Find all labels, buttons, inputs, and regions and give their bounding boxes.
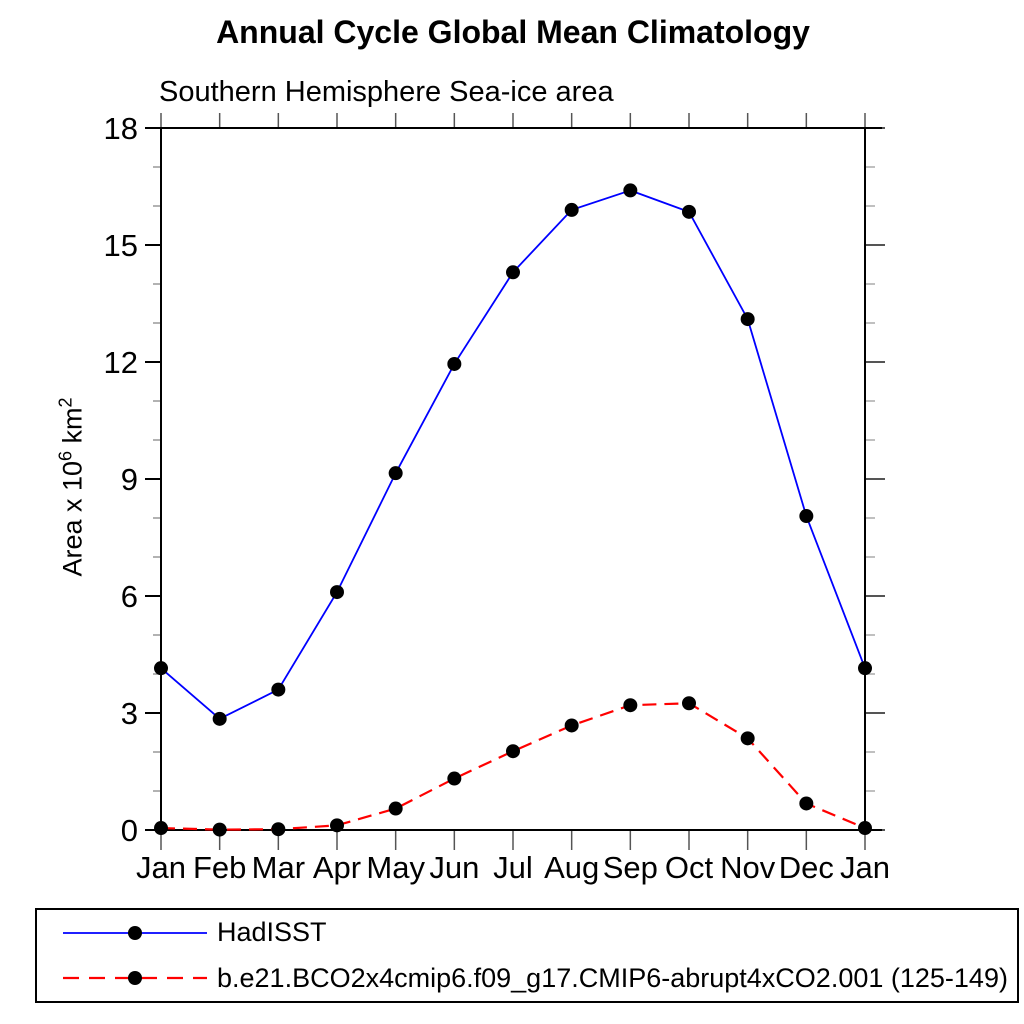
legend-sample-marker	[128, 971, 142, 986]
data-point-marker	[623, 698, 638, 713]
data-point-marker	[271, 822, 286, 837]
data-point-marker	[740, 731, 755, 746]
x-tick-label: Mar	[252, 850, 305, 885]
y-tick-label: 18	[104, 111, 138, 146]
data-point-marker	[740, 312, 755, 327]
data-point-marker	[330, 585, 344, 600]
data-point-marker	[623, 183, 638, 198]
series-line-model-run	[160, 702, 866, 831]
data-point-marker	[330, 818, 344, 833]
x-tick-label: Jun	[429, 850, 479, 885]
legend-line-sample-hadisst	[63, 925, 207, 940]
legend-label-hadisst: HadISST	[217, 917, 327, 948]
legend-item-model-run: b.e21.BCO2x4cmip6.f09_g17.CMIP6-abrupt4x…	[37, 956, 1017, 1002]
x-tick-label: Apr	[313, 850, 361, 885]
legend-item-hadisst: HadISST	[37, 910, 1017, 956]
data-point-marker	[682, 696, 696, 711]
legend-line-sample-model-run	[63, 971, 207, 986]
x-tick-label: Jan	[840, 850, 890, 885]
legend-label-model-run: b.e21.BCO2x4cmip6.f09_g17.CMIP6-abrupt4x…	[217, 962, 1008, 993]
data-point-marker	[154, 821, 168, 836]
data-point-marker	[212, 711, 227, 726]
data-point-marker	[212, 822, 227, 837]
data-point-marker	[858, 661, 872, 676]
data-point-marker	[858, 821, 872, 836]
y-tick-label: 15	[104, 228, 138, 263]
x-tick-label: Aug	[544, 850, 599, 885]
data-point-marker	[564, 202, 579, 217]
legend: HadISST b.e21.BCO2x4cmip6.f09_g17.CMIP6-…	[35, 908, 1019, 1003]
y-tick-label: 9	[121, 462, 138, 497]
chart-subtitle: Southern Hemisphere Sea-ice area	[159, 76, 614, 108]
data-point-marker	[799, 509, 814, 524]
data-point-marker	[564, 718, 579, 733]
x-tick-label: May	[366, 850, 425, 885]
x-tick-label: Nov	[720, 850, 776, 885]
x-tick-label: Oct	[665, 850, 714, 885]
x-tick-label: Sep	[603, 850, 658, 885]
data-point-marker	[388, 466, 403, 481]
data-point-marker	[271, 682, 286, 697]
y-tick-label: 6	[121, 579, 138, 614]
data-point-marker	[388, 801, 403, 816]
y-tick-label: 0	[121, 813, 138, 848]
legend-sample-marker	[128, 925, 142, 940]
y-tick-label: 3	[121, 696, 138, 731]
data-point-marker	[154, 661, 168, 676]
data-point-marker	[799, 796, 814, 811]
data-point-marker	[447, 356, 462, 371]
chart-title: Annual Cycle Global Mean Climatology	[216, 14, 810, 50]
data-point-marker	[682, 204, 696, 219]
y-tick-label: 12	[104, 345, 138, 380]
x-tick-label: Feb	[193, 850, 246, 885]
x-tick-label: Jan	[136, 850, 186, 885]
x-tick-label: Jul	[493, 850, 533, 885]
data-point-marker	[447, 771, 462, 786]
x-tick-label: Dec	[779, 850, 834, 885]
data-point-marker	[506, 265, 520, 280]
data-point-marker	[506, 744, 520, 759]
